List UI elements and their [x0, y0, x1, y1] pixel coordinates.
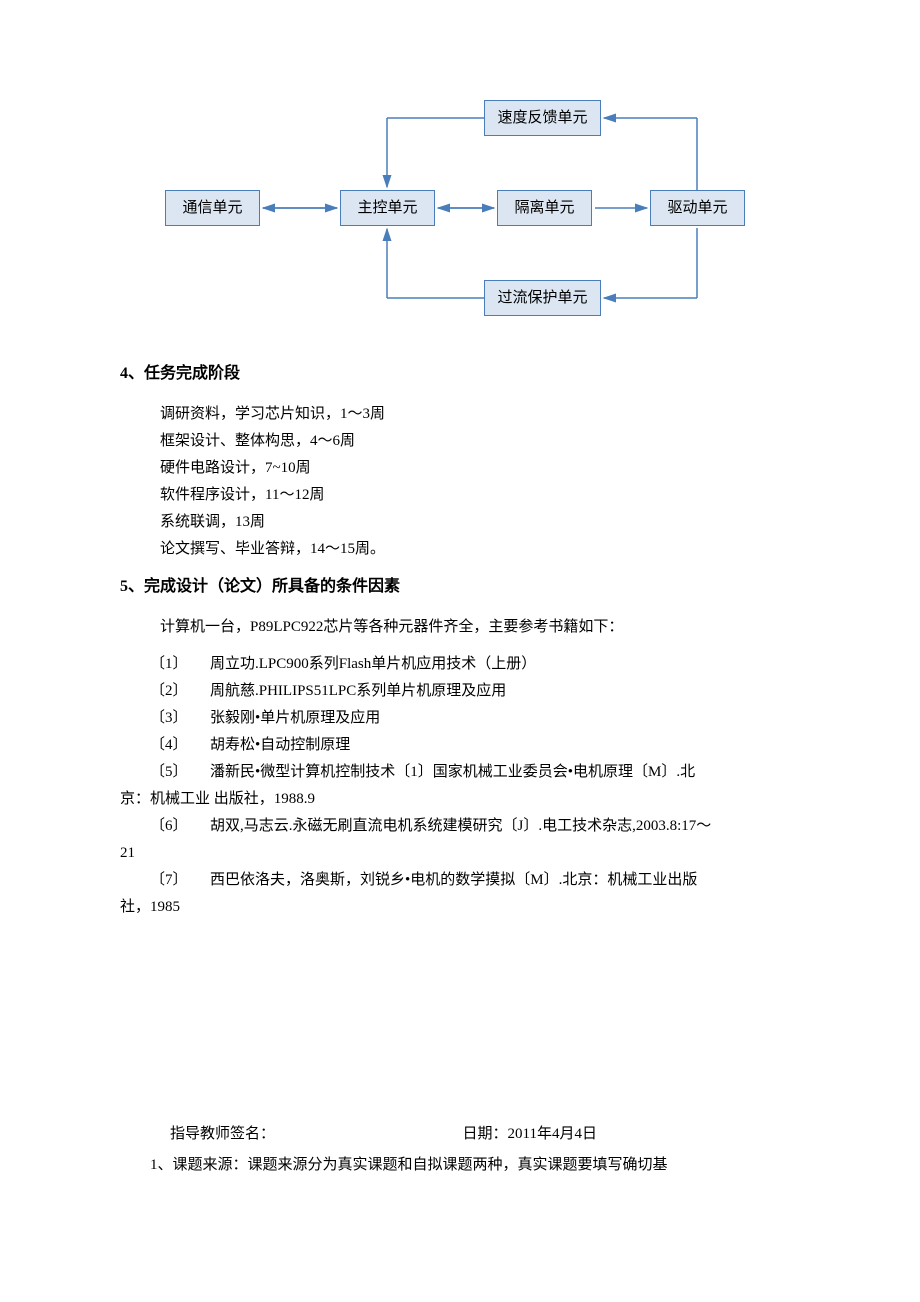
stage-item: 软件程序设计，11〜12周	[160, 482, 800, 509]
ref-item: 〔6〕 胡双,马志云.永磁无刷直流电机系统建模研究〔J〕.电工技术杂志,2003…	[120, 813, 800, 840]
node-drive: 驱动单元	[650, 190, 745, 226]
ref-item: 〔5〕 潘新民•微型计算机控制技术〔1〕国家机械工业委员会•电机原理〔M〕.北	[120, 759, 800, 786]
node-isolate: 隔离单元	[497, 190, 592, 226]
ref-item: 〔1〕 周立功.LPC900系列Flash单片机应用技术（上册）	[120, 651, 800, 678]
node-over: 过流保护单元	[484, 280, 601, 316]
section4-items: 调研资料，学习芯片知识，1〜3周 框架设计、整体构思，4〜6周 硬件电路设计，7…	[120, 401, 800, 563]
ref-item-cont: 社，1985	[120, 894, 800, 921]
ref-item-cont: 21	[120, 840, 800, 867]
section4-title: 4、任务完成阶段	[120, 360, 800, 389]
stage-item: 框架设计、整体构思，4〜6周	[160, 428, 800, 455]
section5-intro: 计算机一台，P89LPC922芯片等各种元器件齐全，主要参考书籍如下：	[120, 614, 800, 641]
node-comm: 通信单元	[165, 190, 260, 226]
flowchart-diagram: 速度反馈单元 通信单元 主控单元 隔离单元 驱动单元 过流保护单元	[150, 90, 770, 330]
ref-item: 〔2〕 周航慈.PHILIPS51LPC系列单片机原理及应用	[120, 678, 800, 705]
signature-label: 指导教师签名：	[170, 1126, 275, 1142]
section5-title: 5、完成设计（论文）所具备的条件因素	[120, 573, 800, 602]
ref-item-cont: 京：机械工业 出版社，1988.9	[120, 786, 800, 813]
stage-item: 论文撰写、毕业答辩，14〜15周。	[160, 536, 800, 563]
date-label: 日期：2011年4月4日	[463, 1126, 597, 1142]
ref-item: 〔7〕 西巴依洛夫，洛奥斯，刘锐乡•电机的数学摸拟〔M〕.北京：机械工业出版	[120, 867, 800, 894]
ref-item: 〔4〕 胡寿松•自动控制原理	[120, 732, 800, 759]
signature-section: 指导教师签名： 日期：2011年4月4日	[120, 1121, 800, 1148]
stage-item: 硬件电路设计，7~10周	[160, 455, 800, 482]
reference-list: 〔1〕 周立功.LPC900系列Flash单片机应用技术（上册） 〔2〕 周航慈…	[120, 651, 800, 921]
stage-item: 调研资料，学习芯片知识，1〜3周	[160, 401, 800, 428]
node-main: 主控单元	[340, 190, 435, 226]
footer-note: 1、课题来源：课题来源分为真实课题和自拟课题两种，真实课题要填写确切基	[120, 1152, 800, 1179]
stage-item: 系统联调，13周	[160, 509, 800, 536]
node-feedback: 速度反馈单元	[484, 100, 601, 136]
ref-item: 〔3〕 张毅刚•单片机原理及应用	[120, 705, 800, 732]
